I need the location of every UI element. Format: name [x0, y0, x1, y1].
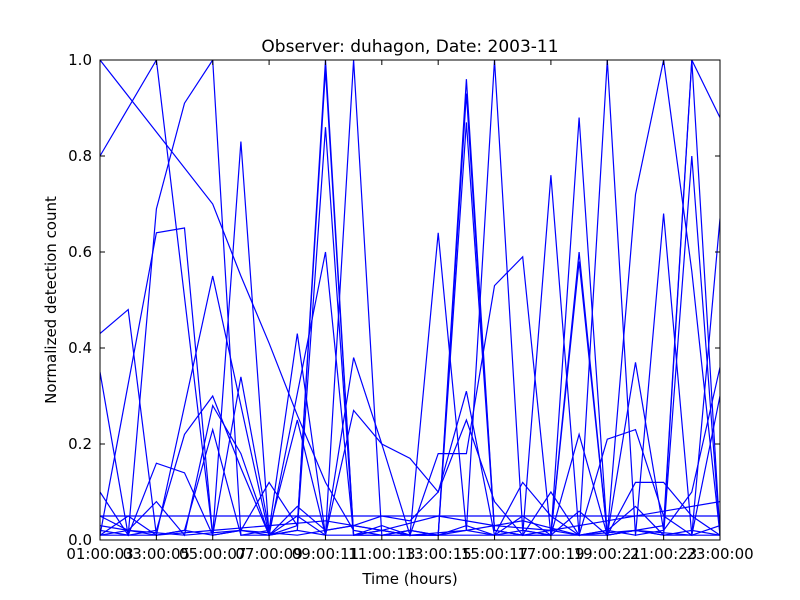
- x-tick-label: 09:00:11: [292, 545, 359, 563]
- series-line-10: [100, 362, 720, 537]
- chart-title: Observer: duhagon, Date: 2003-11: [261, 37, 558, 57]
- x-tick-label: 05:00:07: [179, 545, 246, 563]
- x-tick-label: 17:00:19: [517, 545, 584, 563]
- x-tick-label: 13:00:15: [404, 545, 471, 563]
- y-axis-label: Normalized detection count: [42, 196, 60, 404]
- x-tick-label: 01:00:03: [66, 545, 133, 563]
- series-line-9: [100, 395, 720, 537]
- y-tick-label: 1.0: [68, 51, 92, 69]
- y-tick-label: 0.4: [68, 339, 92, 357]
- x-axis: 01:00:0303:00:0505:00:0707:00:0909:00:11…: [66, 60, 754, 563]
- series-line-12: [100, 501, 720, 536]
- y-tick-label: 0.6: [68, 243, 92, 261]
- x-tick-label: 07:00:09: [235, 545, 302, 563]
- y-tick-label: 0.0: [68, 531, 92, 549]
- plot-frame: [99, 59, 721, 541]
- x-tick-label: 11:00:13: [348, 545, 415, 563]
- series-line-13: [100, 520, 720, 536]
- series-layer: [100, 60, 720, 538]
- x-axis-label: Time (hours): [361, 570, 457, 588]
- x-tick-label: 19:00:21: [574, 545, 641, 563]
- y-axis: 0.0 0.2 0.4 0.6 0.8 1.0: [68, 51, 720, 549]
- x-tick-label: 23:00:00: [686, 545, 753, 563]
- x-tick-label: 21:00:23: [630, 545, 697, 563]
- y-tick-label: 0.2: [68, 435, 92, 453]
- x-tick-label: 03:00:05: [123, 545, 190, 563]
- y-tick-label: 0.8: [68, 147, 92, 165]
- x-tick-label: 15:00:17: [461, 545, 528, 563]
